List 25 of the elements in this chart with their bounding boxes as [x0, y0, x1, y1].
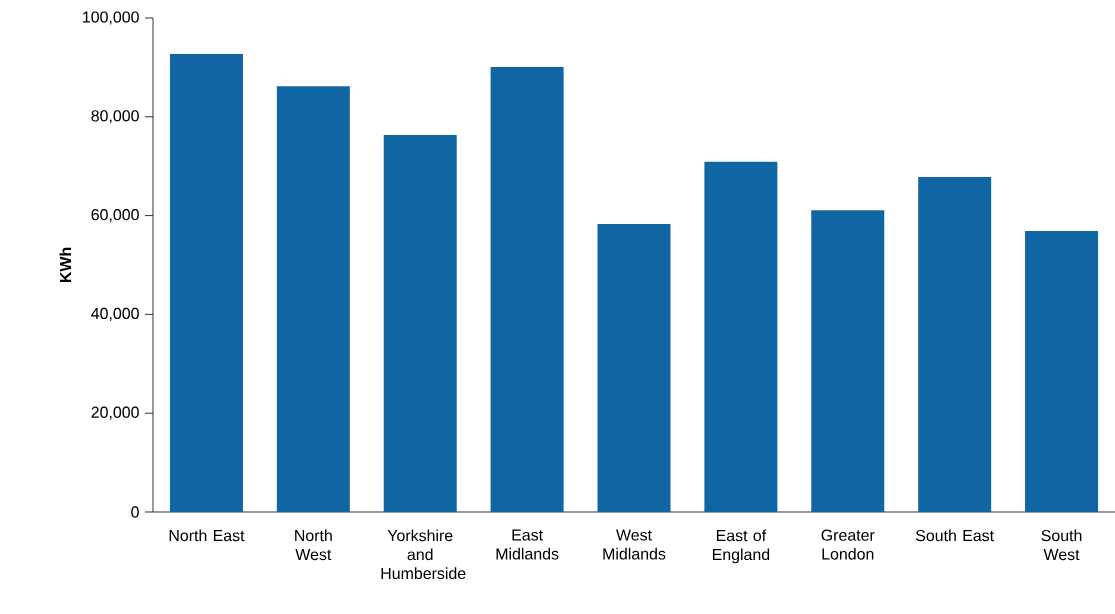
x-tick-label: West Midlands	[603, 529, 666, 560]
bar	[490, 66, 564, 512]
bar	[918, 177, 992, 512]
x-tick-label: Greater London	[821, 529, 875, 560]
bar	[276, 86, 350, 512]
y-tick-label: 40,000	[91, 307, 139, 321]
y-tick-label: 80,000	[91, 110, 139, 124]
x-tick-label: East Midlands	[496, 529, 559, 560]
y-tick-label: 100,000	[83, 11, 139, 25]
x-tick-label: South East	[915, 529, 994, 542]
x-tick-label: Yorkshire and Humberside	[381, 529, 466, 580]
x-tick-label: North East	[169, 529, 245, 542]
y-tick-label: 20,000	[91, 406, 139, 420]
x-tick-label: North West	[295, 529, 332, 561]
bar	[811, 210, 885, 512]
y-tick-label: 60,000	[91, 209, 139, 223]
x-tick-label: South West	[1041, 529, 1082, 561]
bar	[1025, 230, 1099, 512]
bar	[704, 161, 778, 512]
bar	[597, 223, 671, 512]
y-tick-label: 0	[131, 506, 139, 518]
bar	[169, 54, 243, 512]
bar	[383, 135, 457, 512]
y-axis-title: KWh	[59, 247, 72, 283]
x-tick-label: East of England	[712, 529, 770, 564]
